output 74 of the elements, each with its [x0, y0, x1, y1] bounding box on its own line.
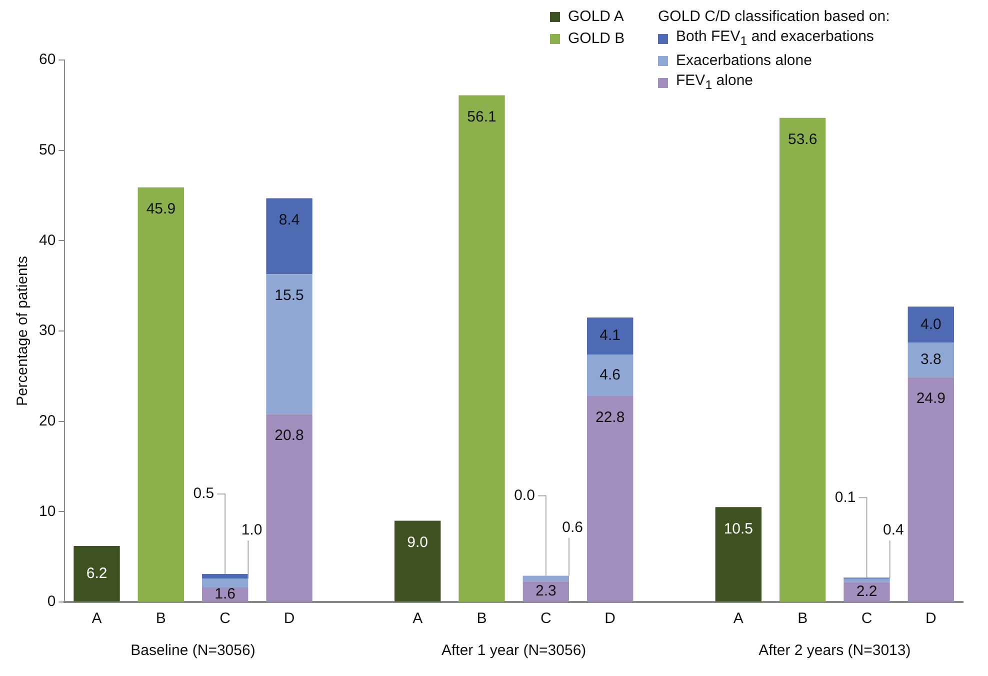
bar [202, 578, 248, 588]
bar [908, 342, 954, 378]
bar [522, 581, 570, 602]
bar [394, 520, 441, 602]
x-tick-label: D [284, 610, 295, 628]
bar [202, 574, 248, 579]
bar [522, 576, 570, 582]
text: Baseline (N=3056) [130, 642, 256, 659]
y-tick-label: 30 [38, 322, 56, 340]
data-label: 3.8 [920, 351, 942, 368]
data-label: 15.5 [274, 287, 304, 304]
y-tick-label: 20 [38, 412, 56, 430]
data-label: 4.0 [920, 316, 942, 333]
data-label: 4.1 [600, 327, 621, 344]
text: After 1 year (N=3056) [442, 642, 586, 659]
x-tick-label: C [861, 610, 872, 628]
data-label: 0.0 [514, 486, 535, 504]
y-tick-label: 0 [47, 593, 56, 610]
x-tick-label: B [798, 610, 808, 628]
bar [908, 306, 954, 343]
y-tick-label: 40 [38, 232, 56, 249]
x-tick-label: D [604, 610, 616, 628]
legend-label: GOLD B [568, 29, 625, 49]
bar [138, 187, 184, 602]
data-label: 2.3 [535, 582, 556, 600]
data-label: 0.4 [882, 522, 904, 539]
bar [266, 274, 312, 414]
bar [779, 118, 826, 602]
data-label: 4.6 [600, 366, 621, 384]
bar [266, 414, 312, 602]
legend-label: GOLD A [568, 7, 624, 27]
x-tick-label: C [220, 610, 231, 628]
data-label: 45.9 [146, 200, 176, 218]
x-tick-label: A [733, 610, 744, 628]
x-tick-label: A [92, 610, 102, 628]
legend-label: Exacerbations alone [676, 51, 812, 71]
x-tick-label: A [412, 610, 423, 628]
y-tick-label: 50 [38, 141, 56, 158]
data-label: 6.2 [86, 564, 108, 582]
text: After 2 years (N=3013) [758, 642, 911, 659]
data-label: 0.6 [562, 518, 584, 536]
bar [844, 578, 890, 582]
data-label: 56.1 [467, 108, 496, 126]
data-label: 0.1 [834, 488, 856, 506]
data-label: 9.0 [407, 534, 428, 551]
y-tick-label: 60 [38, 51, 56, 68]
legend-label: Both FEV$_{1}$ and exacerbations [676, 27, 874, 50]
data-label: 10.5 [724, 520, 754, 538]
x-tick-label: B [476, 610, 487, 628]
bar [586, 317, 634, 354]
bar [586, 396, 634, 602]
data-label: 53.6 [788, 130, 818, 148]
y-tick-label: 10 [38, 502, 56, 520]
x-tick-label: B [156, 610, 166, 628]
data-label: 2.2 [856, 582, 878, 600]
legend-label: FEV$_{1}$ alone [676, 71, 754, 94]
x-tick-label: D [925, 610, 936, 628]
bar [266, 198, 312, 274]
bar [715, 507, 762, 602]
data-label: 0.5 [193, 485, 214, 502]
x-tick-label: C [540, 610, 552, 628]
data-label: 1.6 [214, 586, 236, 603]
legend-title: GOLD C/D classification based on: [658, 7, 890, 27]
bar [844, 582, 890, 602]
data-label: 8.4 [278, 211, 300, 228]
bar [908, 377, 954, 602]
data-label: 1.0 [241, 522, 262, 539]
bar [586, 354, 634, 396]
data-label: 22.8 [595, 409, 625, 426]
bar [74, 546, 120, 602]
data-label: 24.9 [916, 390, 946, 408]
bar [458, 95, 505, 602]
y-axis-title: Percentage of patients [14, 256, 32, 406]
data-label: 20.8 [274, 427, 304, 444]
